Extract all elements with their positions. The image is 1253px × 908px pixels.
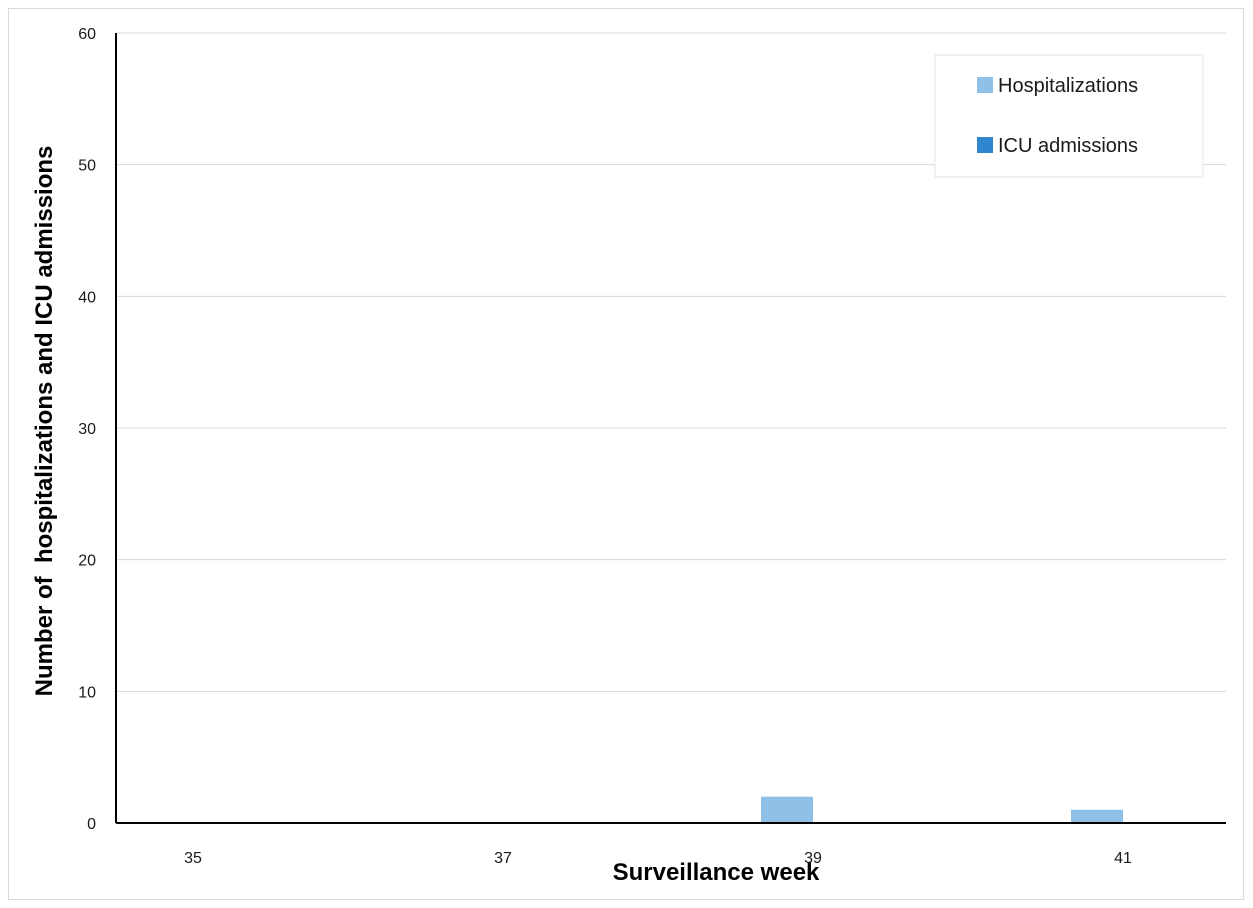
- gridlines: [116, 32, 1226, 692]
- y-tick-label: 10: [78, 684, 96, 701]
- x-tick-label: 41: [1114, 850, 1132, 867]
- bar-hospitalizations: [761, 796, 813, 823]
- legend-label-icu-admissions: ICU admissions: [998, 135, 1138, 157]
- x-tick-label: 35: [184, 850, 202, 867]
- axes: [115, 33, 1226, 824]
- y-tick-label: 30: [78, 421, 96, 438]
- legend-label-hospitalizations: Hospitalizations: [998, 75, 1138, 97]
- x-tick-label: 37: [494, 850, 512, 867]
- y-tick-labels: 0 10 20 30 40 50 60: [78, 26, 96, 833]
- x-tick-label: 39: [804, 850, 822, 867]
- legend-swatch-hospitalizations: [977, 77, 993, 93]
- y-tick-label: 40: [78, 289, 96, 306]
- x-tick-labels: 35 37 39 41: [184, 850, 1132, 867]
- legend-swatch-icu-admissions: [977, 137, 993, 153]
- bars: [761, 796, 1123, 823]
- y-tick-label: 50: [78, 158, 96, 175]
- legend-box: [934, 54, 1204, 178]
- y-tick-label: 0: [87, 816, 96, 833]
- y-tick-label: 60: [78, 26, 96, 43]
- bar-hospitalizations: [1071, 809, 1123, 823]
- y-tick-label: 20: [78, 553, 96, 570]
- y-axis-title: Number of hospitalizations and ICU admis…: [31, 146, 58, 697]
- x-axis-title: Surveillance week: [613, 859, 820, 886]
- legend: Hospitalizations ICU admissions: [934, 54, 1204, 178]
